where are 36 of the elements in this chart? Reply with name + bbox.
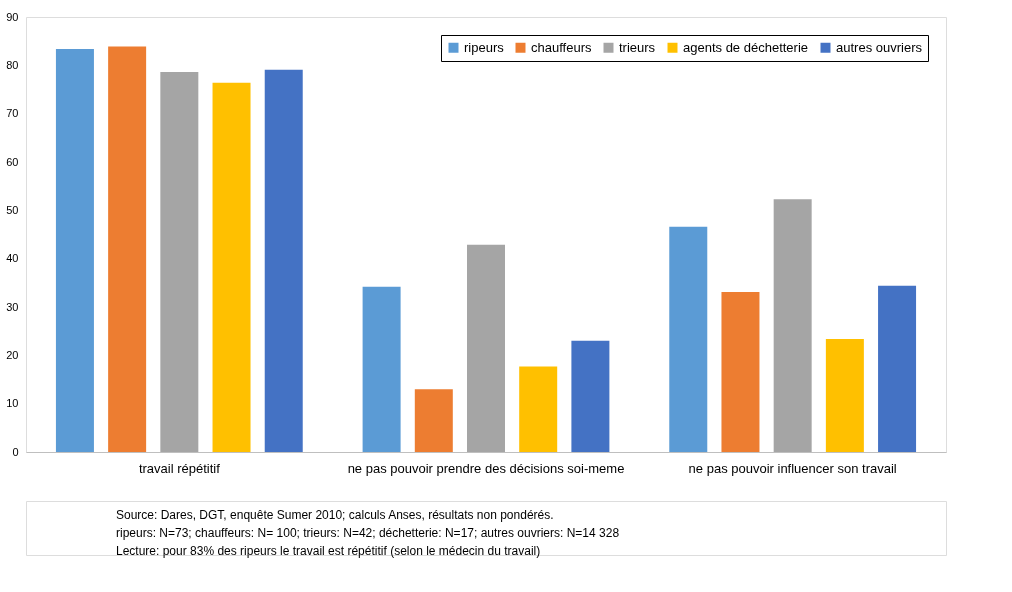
bar: [55, 48, 94, 452]
bar: [721, 292, 760, 452]
bar: [519, 366, 558, 452]
bar: [108, 46, 147, 452]
y-tick-label: 90: [6, 10, 19, 23]
y-tick-label: 10: [6, 397, 19, 410]
y-tick-label: 40: [6, 252, 19, 265]
y-tick-label: 30: [6, 300, 19, 313]
y-tick-label: 60: [6, 155, 19, 168]
x-tick-label: ne pas pouvoir prendre des décisions soi-meme: [347, 460, 625, 476]
bar: [878, 285, 917, 452]
x-tick-label: ne pas pouvoir influencer son travail: [688, 460, 897, 476]
bar: [571, 340, 610, 452]
text: Lecture: pour 83% des ripeurs le travail est répétitif (selon le médecin du travail): [116, 544, 541, 558]
y-tick-label: 80: [6, 58, 19, 71]
bar: [467, 244, 505, 452]
y-tick-label: 20: [6, 348, 19, 361]
bar: [160, 72, 199, 452]
bar: [362, 286, 401, 452]
bar: [264, 69, 303, 452]
legend-label: agents de déchetterie: [683, 39, 809, 55]
bar: [773, 199, 812, 452]
text: ripeurs: N=73; chauffeurs: N= 100; trieurs: N=42; déchetterie: N=17; autres ouvriers: N=14 328: [116, 526, 620, 540]
y-tick-label: 70: [6, 107, 19, 120]
y-tick-label: 50: [6, 203, 19, 216]
legend-label: chauffeurs: [531, 39, 592, 55]
legend-label: autres ouvriers: [836, 39, 923, 55]
legend-label: trieurs: [619, 39, 656, 55]
bar: [669, 226, 708, 452]
bar: [825, 338, 864, 452]
source-note: Source: Dares, DGT, enquête Sumer 2010; calculs Anses, résultats non pondérés.: [116, 508, 554, 522]
bar: [414, 389, 453, 452]
x-tick-label: travail répétitif: [138, 460, 221, 476]
bar: [212, 82, 251, 452]
y-tick-label: 0: [12, 445, 19, 458]
legend-label: ripeurs: [464, 39, 505, 55]
